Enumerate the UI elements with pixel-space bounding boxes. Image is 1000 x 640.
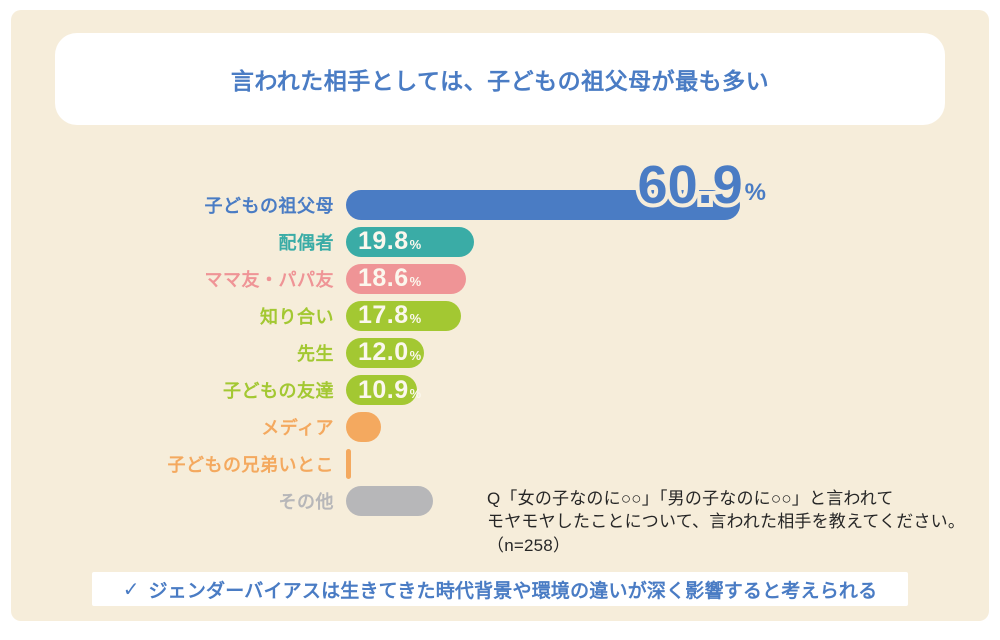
bar-value-label: 10.9% (358, 375, 422, 404)
bar-acquaintances: 17.8% (346, 300, 461, 331)
bar-chart: 子どもの祖父母 60.9 60.9 % 配偶者 19.8% (0, 154, 1000, 520)
question-line-1: Q「女の子なのに○○」「男の子なのに○○」と言われて (487, 489, 894, 508)
category-label: メディア (261, 418, 334, 439)
row-media: メディア (0, 409, 1000, 446)
bar-siblings-cousins (346, 449, 351, 480)
row-grandparents: 子どもの祖父母 60.9 60.9 % (0, 154, 1000, 223)
category-label: 配偶者 (278, 232, 334, 253)
row-mama-papa-friends: ママ友・パパ友 18.6% (0, 260, 1000, 297)
category-label: ママ友・パパ友 (204, 269, 334, 290)
category-label: 知り合い (260, 306, 334, 327)
check-icon: ✓ (122, 578, 140, 601)
title-card: 言われた相手としては、子どもの祖父母が最も多い (55, 33, 945, 125)
bar-teachers: 12.0% (346, 337, 424, 368)
category-label: 子どもの友達 (223, 381, 334, 402)
category-label: その他 (278, 492, 334, 513)
bar-value-label: 18.6% (358, 264, 422, 293)
takeaway-banner: ✓ ジェンダーバイアスは生きてきた時代背景や環境の違いが深く影響すると考えられる (92, 572, 908, 606)
sample-size: （n=258） (487, 535, 571, 555)
question-line-2: モヤモヤしたことについて、言われた相手を教えてください。 (487, 512, 966, 532)
row-teachers: 先生 12.0% (0, 334, 1000, 371)
percent-sign: % (409, 274, 422, 290)
question-text: Q「女の子なのに○○」「男の子なのに○○」と言われて モヤモヤしたことについて、… (487, 487, 967, 557)
row-childs-friends: 子どもの友達 10.9% (0, 371, 1000, 408)
percent-sign: % (409, 311, 422, 327)
row-others: その他 (0, 483, 1000, 520)
row-siblings-cousins: 子どもの兄弟いとこ (0, 446, 1000, 483)
bar-grandparents: 60.9 60.9 % (346, 154, 766, 220)
category-label: 子どもの祖父母 (204, 195, 334, 216)
percent-sign: % (409, 385, 422, 401)
big-value-number: 60.9 (637, 154, 743, 215)
bar-mama-papa-friends: 18.6% (346, 263, 466, 294)
percent-sign: % (409, 348, 422, 364)
percent-sign: % (409, 237, 422, 253)
bar-childs-friends: 10.9% (346, 375, 421, 406)
bar-value-label: 19.8% (358, 227, 422, 256)
big-value-percent-sign: % (744, 178, 766, 206)
page-title: 言われた相手としては、子どもの祖父母が最も多い (230, 68, 770, 94)
bar-spouse: 19.8% (346, 226, 474, 257)
bar-value-label: 17.8% (358, 301, 422, 330)
bar-others (346, 486, 433, 517)
big-value-outline: 60.9 (634, 154, 747, 216)
row-spouse: 配偶者 19.8% (0, 223, 1000, 260)
big-value: 60.9 60.9 % (634, 154, 766, 216)
category-label: 先生 (297, 343, 334, 364)
bar-media (346, 412, 381, 443)
takeaway-text: ジェンダーバイアスは生きてきた時代背景や環境の違いが深く影響すると考えられる (148, 580, 878, 602)
row-acquaintances: 知り合い 17.8% (0, 297, 1000, 334)
category-label: 子どもの兄弟いとこ (167, 455, 334, 476)
bar-value-label: 12.0% (358, 338, 422, 367)
